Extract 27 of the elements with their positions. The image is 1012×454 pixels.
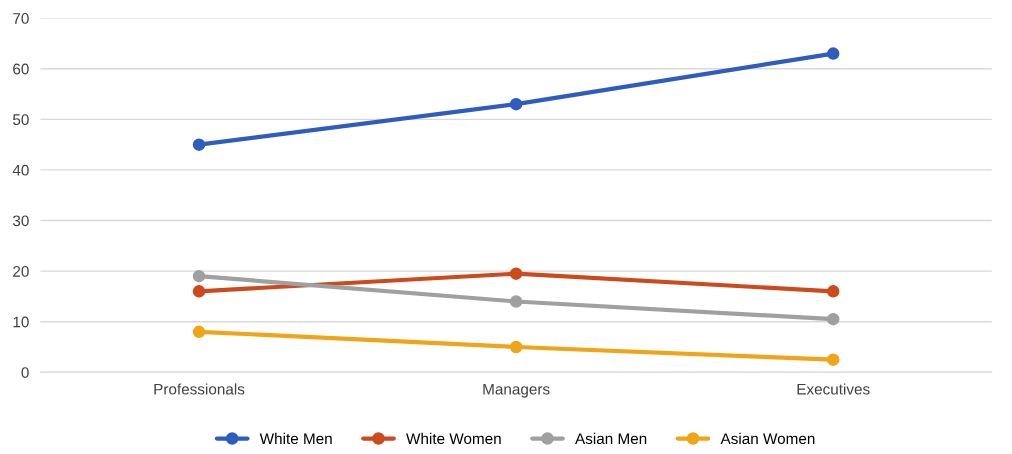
y-tick-label: 50 bbox=[12, 114, 29, 126]
y-tick-label: 70 bbox=[13, 13, 29, 24]
x-tick-label: Executives bbox=[797, 383, 870, 395]
x-tick-label: Managers bbox=[483, 383, 550, 398]
point bbox=[509, 295, 523, 308]
point bbox=[509, 340, 523, 354]
y-tick-label: 30 bbox=[12, 215, 29, 227]
y-tick-label: 60 bbox=[13, 63, 29, 75]
y-tick-label: 20 bbox=[13, 265, 29, 277]
y-tick-label: 10 bbox=[13, 316, 29, 328]
y-tick-label: 0 bbox=[21, 367, 29, 378]
legend-label: Asian Men bbox=[575, 432, 647, 445]
legend-label: Asian Women bbox=[720, 432, 815, 445]
point bbox=[192, 285, 206, 298]
point bbox=[192, 269, 206, 283]
legend-label: White Men bbox=[259, 432, 332, 445]
point bbox=[509, 267, 523, 280]
point bbox=[826, 47, 840, 60]
point bbox=[192, 138, 206, 151]
point bbox=[826, 312, 840, 326]
x-tick-label: Professionals bbox=[154, 383, 245, 395]
point bbox=[509, 97, 523, 111]
point bbox=[826, 285, 840, 298]
y-tick-label: 40 bbox=[12, 164, 29, 176]
point bbox=[192, 325, 206, 339]
point bbox=[826, 353, 840, 366]
legend-label: White Women bbox=[406, 432, 501, 445]
